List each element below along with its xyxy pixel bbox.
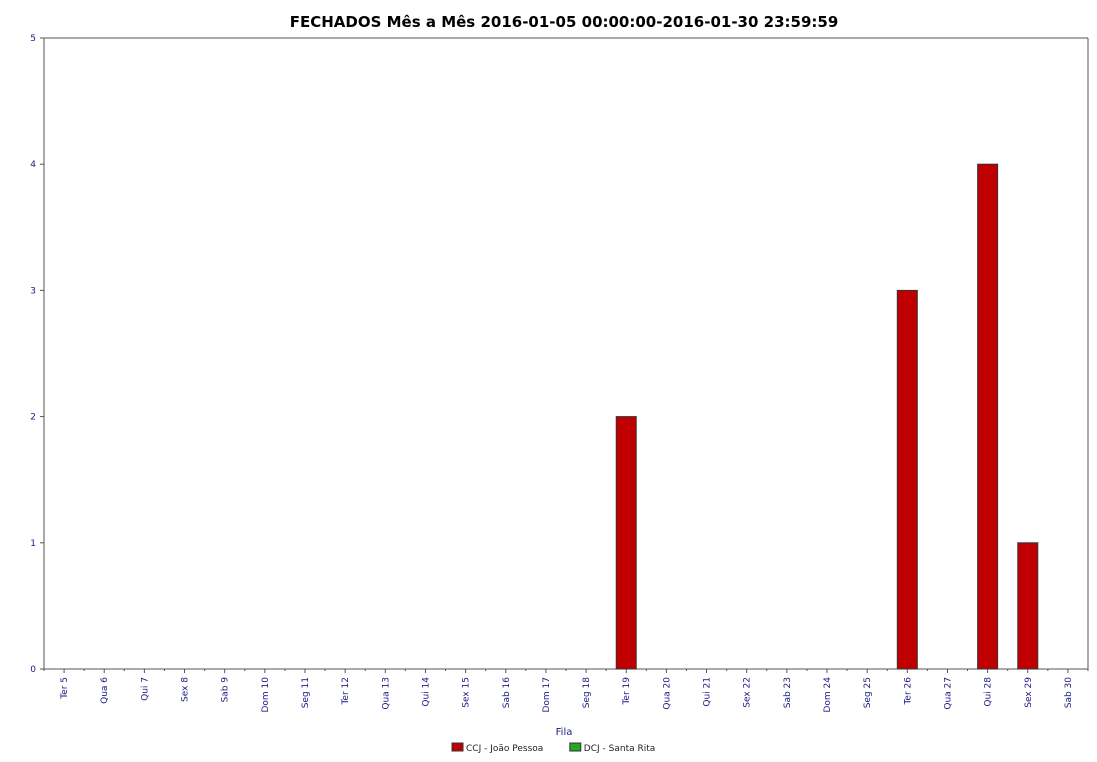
bar bbox=[977, 163, 999, 670]
x-tick-label: Seg 18 bbox=[582, 677, 592, 709]
bar bbox=[1017, 542, 1039, 670]
y-tick-label: 4 bbox=[30, 160, 36, 170]
x-tick-label: Seg 11 bbox=[301, 677, 311, 708]
x-tick-label: Qua 27 bbox=[943, 677, 953, 710]
x-tick-label: Qua 20 bbox=[662, 677, 672, 710]
x-tick-label: Sex 22 bbox=[743, 677, 753, 708]
x-tick-label: Qua 6 bbox=[100, 677, 110, 704]
y-tick-label: 1 bbox=[30, 539, 36, 549]
y-tick-label: 2 bbox=[30, 413, 36, 423]
y-tick-label: 5 bbox=[30, 34, 36, 44]
x-tick-label: Dom 17 bbox=[542, 677, 552, 713]
x-tick-label: Sex 15 bbox=[462, 677, 472, 708]
x-tick-label: Sab 9 bbox=[221, 677, 231, 703]
x-tick-label: Sab 23 bbox=[783, 677, 793, 708]
x-tick-label: Dom 10 bbox=[261, 677, 271, 713]
x-tick-label: Qui 21 bbox=[703, 677, 713, 707]
x-tick-label: Ter 5 bbox=[60, 677, 70, 700]
legend: CCJ - João Pessoa DCJ - Santa Rita bbox=[451, 742, 655, 754]
x-tick-label: Dom 24 bbox=[823, 677, 833, 713]
legend-swatch bbox=[569, 742, 582, 752]
x-tick-label: Ter 26 bbox=[903, 677, 913, 706]
x-tick-label: Sex 29 bbox=[1024, 677, 1034, 708]
legend-label: CCJ - João Pessoa bbox=[466, 744, 543, 754]
x-tick-label: Ter 12 bbox=[341, 677, 351, 706]
x-tick-label: Sab 16 bbox=[502, 677, 512, 709]
x-axis-label: Fila bbox=[556, 727, 573, 738]
y-tick-label: 0 bbox=[30, 665, 36, 675]
y-tick-label: 3 bbox=[30, 286, 36, 296]
x-tick-label: Ter 19 bbox=[622, 677, 632, 706]
legend-label: DCJ - Santa Rita bbox=[584, 744, 655, 754]
x-tick-label: Qui 14 bbox=[421, 677, 431, 707]
legend-swatch bbox=[451, 742, 464, 752]
x-tick-label: Qui 28 bbox=[984, 677, 994, 707]
bar bbox=[615, 416, 637, 670]
x-tick-label: Sex 8 bbox=[181, 677, 191, 702]
x-tick-label: Qui 7 bbox=[140, 677, 150, 701]
chart-title: FECHADOS Mês a Mês 2016-01-05 00:00:00-2… bbox=[290, 13, 839, 31]
x-tick-label: Seg 25 bbox=[863, 677, 873, 708]
bar bbox=[896, 289, 918, 670]
x-tick-label: Qua 13 bbox=[381, 677, 391, 710]
x-tick-label: Sab 30 bbox=[1064, 677, 1074, 709]
